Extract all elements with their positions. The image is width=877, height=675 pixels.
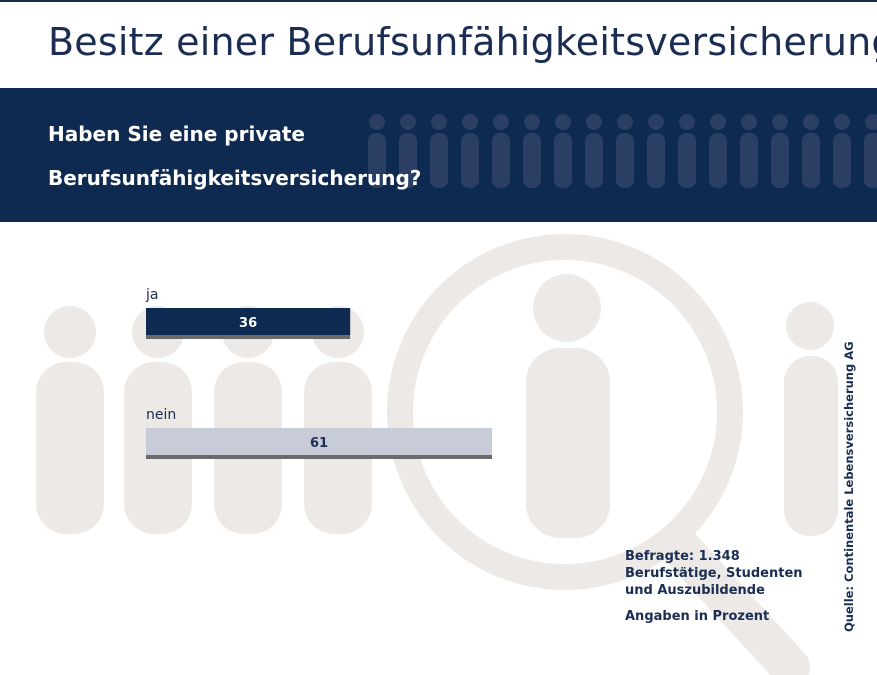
- banner-person-icon: [864, 133, 877, 188]
- banner-person-icon: [741, 114, 757, 130]
- respondents-group-1: Berufstätige, Studenten: [625, 566, 803, 581]
- magnifier-icon: [387, 234, 810, 675]
- banner-person-icon: [648, 114, 664, 130]
- banner-person-icon: [586, 114, 602, 130]
- banner-people-pattern: [368, 114, 877, 188]
- page-title: Besitz einer Berufsunfähigkeitsversicher…: [48, 20, 877, 64]
- banner-person-icon: [709, 133, 727, 188]
- banner-person-icon: [833, 133, 851, 188]
- banner-person-icon: [368, 133, 386, 188]
- banner-person-icon: [771, 133, 789, 188]
- banner-person-icon: [493, 114, 509, 130]
- bar-chart: ja 36 nein 61: [145, 287, 492, 459]
- banner-person-icon: [865, 114, 877, 130]
- bar-shadow-nein: [146, 455, 492, 459]
- source-credit: Quelle: Continentale Lebensversicherung …: [842, 341, 856, 632]
- banner-person-icon: [772, 114, 788, 130]
- survey-notes: Befragte: 1.348 Berufstätige, Studenten …: [625, 548, 825, 625]
- value-label-ja: 36: [239, 316, 257, 331]
- banner-person-icon: [430, 133, 448, 188]
- value-label-nein: 61: [310, 436, 328, 451]
- banner-person-icon: [678, 133, 696, 188]
- category-label-ja: ja: [145, 287, 158, 303]
- respondents-group-2: und Auszubildende: [625, 583, 765, 598]
- banner-person-icon: [710, 114, 726, 130]
- banner-person-icon: [740, 133, 758, 188]
- banner-person-icon: [617, 114, 633, 130]
- unit-note: Angaben in Prozent: [625, 609, 770, 624]
- banner-person-icon: [679, 114, 695, 130]
- survey-question: Haben Sie eine private Berufsunfähigkeit…: [48, 112, 428, 200]
- banner-person-icon: [616, 133, 634, 188]
- banner-person-icon: [524, 114, 540, 130]
- banner-person-icon: [400, 114, 416, 130]
- banner-person-icon: [462, 114, 478, 130]
- banner-person-icon: [802, 133, 820, 188]
- banner-person-icon: [555, 114, 571, 130]
- banner-person-icon: [803, 114, 819, 130]
- survey-question-line-2: Berufsunfähigkeitsversicherung?: [48, 166, 422, 190]
- banner-person-icon: [492, 133, 510, 188]
- category-label-nein: nein: [146, 407, 176, 423]
- banner-person-icon: [554, 133, 572, 188]
- banner-person-icon: [461, 133, 479, 188]
- question-banner: Haben Sie eine private Berufsunfähigkeit…: [0, 88, 877, 222]
- survey-question-line-1: Haben Sie eine private: [48, 122, 305, 146]
- banner-person-icon: [523, 133, 541, 188]
- banner-person-icon: [431, 114, 447, 130]
- top-rule: [0, 0, 877, 2]
- banner-person-icon: [585, 133, 603, 188]
- respondents-count: Befragte: 1.348: [625, 549, 740, 564]
- banner-person-icon: [399, 133, 417, 188]
- banner-person-icon: [834, 114, 850, 130]
- banner-person-icon: [647, 133, 665, 188]
- banner-person-icon: [369, 114, 385, 130]
- bar-ja: [146, 308, 351, 335]
- bar-shadow-ja: [146, 335, 351, 339]
- bar-nein: [146, 428, 492, 455]
